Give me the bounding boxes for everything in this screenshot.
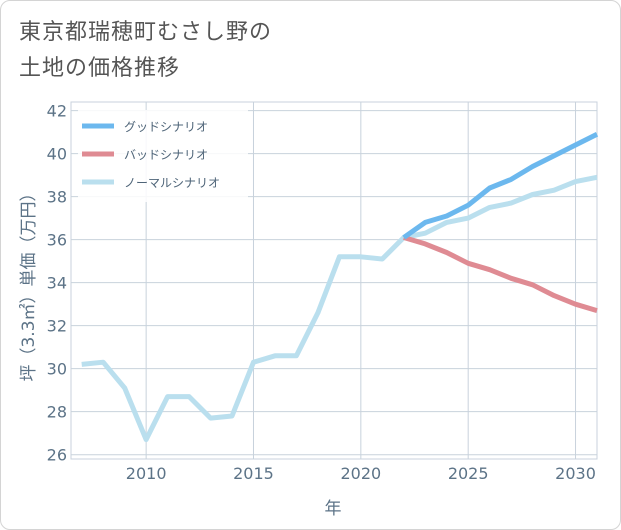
series-line-bad [403,235,598,313]
chart-title: 東京都瑞穂町むさし野の 土地の価格推移 [19,15,272,87]
x-tick-label: 2030 [555,464,596,483]
x-tick-label: 2020 [340,464,381,483]
y-tick-label: 34 [47,274,67,293]
y-tick-label: 42 [47,102,67,121]
series-lines [81,132,599,443]
legend-label-bad: バッドシナリオ [124,148,208,162]
legend-label-normal: ノーマルシナリオ [124,176,220,190]
x-axis-title: 年 [325,499,342,519]
y-tick-label: 36 [47,231,67,250]
x-tick-label: 2015 [233,464,274,483]
chart-title-line-1: 東京都瑞穂町むさし野の [19,20,273,45]
plot-border [70,101,598,460]
y-axis-ticks: 26 28 30 32 34 36 38 40 42 [47,102,67,465]
series-line-normal [81,174,598,443]
y-tick-label: 28 [47,403,67,422]
y-tick-label: 38 [47,188,67,207]
y-tick-label: 40 [47,145,67,164]
chart-title-line-2: 土地の価格推移 [19,56,181,81]
y-tick-label: 26 [47,446,67,465]
x-tick-label: 2010 [126,464,167,483]
y-tick-label: 32 [47,317,67,336]
y-axis-title: 坪（3.3㎡）単価（万円） [19,184,39,381]
legend-label-good: グッドシナリオ [124,120,208,134]
y-tick-label: 30 [47,360,67,379]
x-axis-ticks: 2010 2015 2020 2025 2030 [126,464,596,483]
x-tick-label: 2025 [448,464,489,483]
series-line-good [402,132,599,240]
